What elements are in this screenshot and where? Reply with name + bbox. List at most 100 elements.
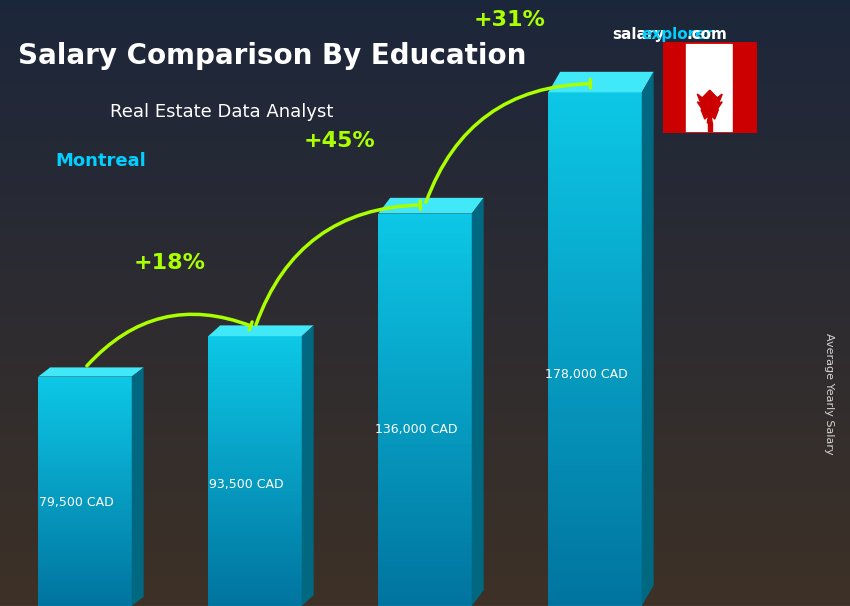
Bar — [378, 321, 472, 327]
Bar — [0, 400, 850, 406]
Bar — [378, 287, 472, 292]
Bar — [378, 538, 472, 542]
Bar — [378, 488, 472, 493]
Bar — [208, 458, 302, 461]
Bar — [38, 503, 132, 505]
Bar — [0, 394, 850, 400]
Bar — [378, 218, 472, 224]
Bar — [0, 315, 850, 321]
Bar — [38, 500, 132, 503]
Bar — [208, 427, 302, 431]
Bar — [38, 417, 132, 419]
Bar — [0, 351, 850, 358]
Bar — [378, 361, 472, 365]
Bar — [208, 424, 302, 427]
Bar — [208, 434, 302, 438]
Bar — [38, 520, 132, 523]
Bar — [378, 336, 472, 341]
Polygon shape — [132, 367, 144, 606]
Bar — [378, 262, 472, 267]
Bar — [548, 144, 642, 150]
Bar — [0, 594, 850, 600]
Bar — [208, 343, 302, 346]
Bar — [208, 488, 302, 491]
Bar — [378, 508, 472, 513]
Bar — [378, 533, 472, 538]
Bar — [38, 411, 132, 414]
Bar — [38, 419, 132, 422]
Bar — [208, 522, 302, 525]
Bar — [38, 471, 132, 474]
Bar — [0, 382, 850, 388]
Bar — [0, 61, 850, 67]
Bar — [38, 457, 132, 460]
Bar — [208, 478, 302, 481]
Bar — [378, 571, 472, 576]
Bar — [0, 485, 850, 491]
Bar — [38, 468, 132, 471]
Bar — [208, 397, 302, 401]
Bar — [38, 580, 132, 583]
Bar — [0, 370, 850, 376]
Bar — [38, 566, 132, 568]
Bar — [548, 503, 642, 510]
Bar — [208, 535, 302, 539]
Bar — [38, 514, 132, 517]
Bar — [548, 150, 642, 156]
Bar — [548, 478, 642, 484]
Bar — [0, 473, 850, 479]
Bar — [548, 138, 642, 144]
Bar — [378, 449, 472, 454]
Bar — [0, 279, 850, 285]
Bar — [0, 406, 850, 412]
Bar — [378, 228, 472, 233]
Bar — [208, 367, 302, 370]
Bar — [0, 42, 850, 48]
Bar — [38, 382, 132, 385]
Bar — [38, 414, 132, 417]
Bar — [548, 465, 642, 471]
Bar — [208, 582, 302, 586]
Bar — [208, 441, 302, 444]
Bar — [548, 215, 642, 221]
Bar — [208, 511, 302, 515]
Bar — [208, 515, 302, 518]
Bar — [0, 194, 850, 200]
Bar — [208, 586, 302, 589]
Bar — [548, 522, 642, 529]
Bar — [548, 362, 642, 368]
Bar — [548, 279, 642, 285]
Text: salary: salary — [612, 27, 665, 42]
Bar — [0, 73, 850, 79]
Bar — [0, 145, 850, 152]
Bar — [0, 448, 850, 454]
Bar — [548, 587, 642, 593]
Bar — [208, 380, 302, 384]
Bar — [548, 291, 642, 298]
Bar — [0, 115, 850, 121]
Bar — [548, 118, 642, 124]
Bar — [0, 600, 850, 606]
Bar — [548, 445, 642, 452]
Bar — [0, 424, 850, 430]
Bar — [548, 471, 642, 478]
Bar — [38, 451, 132, 454]
Bar — [378, 311, 472, 316]
Bar — [208, 518, 302, 522]
Bar — [38, 445, 132, 448]
Bar — [0, 570, 850, 576]
Bar — [38, 388, 132, 391]
Bar — [0, 0, 850, 6]
Bar — [0, 442, 850, 448]
Bar — [548, 413, 642, 420]
Bar — [548, 188, 642, 195]
Bar — [0, 454, 850, 461]
Bar — [0, 224, 850, 230]
Bar — [548, 593, 642, 599]
Bar — [208, 410, 302, 414]
Bar — [0, 509, 850, 515]
Bar — [548, 516, 642, 522]
Bar — [208, 438, 302, 441]
Bar — [548, 433, 642, 439]
Bar — [208, 461, 302, 464]
